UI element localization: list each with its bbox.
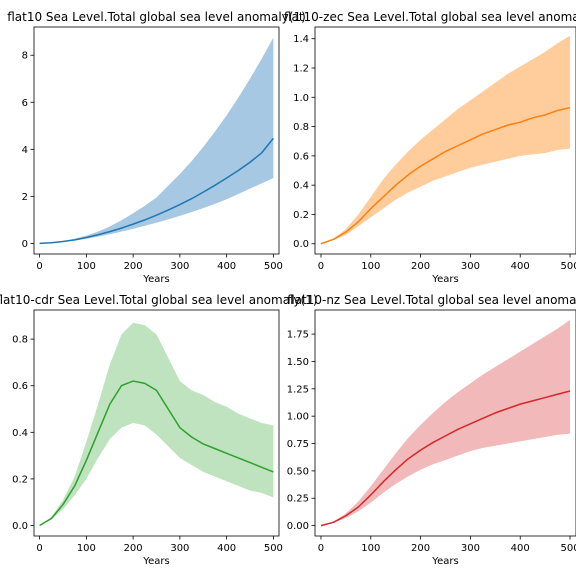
y-tick-label: 2	[22, 192, 28, 203]
axes-frame	[314, 309, 576, 537]
x-tick-label: 0	[318, 543, 324, 554]
y-tick-label: 1.0	[293, 93, 309, 104]
x-tick-label: 0	[318, 261, 324, 272]
x-tick-label: 0	[36, 543, 42, 554]
chart-panel-1: 0 100 200 300 400 500 0 2 4 6 8 Years flat10 Sea Lev…	[7, 10, 306, 285]
axes-frame	[33, 309, 280, 537]
x-tick-label: 300	[170, 543, 189, 554]
x-tick-label: 100	[77, 261, 96, 272]
y-tick-label: 0.4	[293, 181, 309, 192]
chart-title: flat10-zec Sea Level.Total global sea le…	[284, 10, 576, 24]
axes-frame	[314, 26, 576, 255]
y-tick-label: 0.00	[287, 521, 309, 532]
x-axis-label: Years	[142, 556, 169, 567]
y-tick-label: 0.6	[12, 381, 28, 392]
uncertainty-band	[320, 35, 571, 244]
chart-panel-3: 0 100 200 300 400 500 0.0 0.2 0.4 0.6 0.8 Years flat…	[0, 293, 318, 567]
y-tick-label: 0.2	[12, 474, 28, 485]
x-tick-label: 300	[170, 261, 189, 272]
chart-panel-2: 0 100 200 300 400 500 0.0 0.2 0.4 0.6 0.8 1.0 1.2 1.4…	[284, 10, 576, 285]
y-tick-label: 0.75	[287, 439, 309, 450]
x-tick-label: 400	[217, 261, 236, 272]
uncertainty-band	[320, 319, 571, 526]
y-tick-label: 1.50	[287, 357, 309, 368]
x-axis-label: Years	[431, 274, 458, 285]
y-tick-label: 0	[22, 239, 28, 250]
y-tick-label: 0.6	[293, 151, 309, 162]
x-axis-label: Years	[142, 274, 169, 285]
x-tick-label: 100	[361, 261, 380, 272]
uncertainty-band	[39, 37, 274, 244]
mean-line	[39, 380, 274, 527]
y-tick-label: 0.8	[293, 122, 309, 133]
x-tick-label: 100	[361, 543, 380, 554]
chart-panel-4: 0 100 200 300 400 500 0.00 0.25 0.50 0.75 1.00 1.25…	[287, 293, 576, 567]
y-tick-label: 1.75	[287, 330, 309, 341]
y-tick-label: 1.25	[287, 384, 309, 395]
y-tick-label: 0.50	[287, 466, 309, 477]
mean-line	[39, 137, 274, 245]
mean-line	[320, 390, 571, 527]
x-tick-label: 0	[36, 261, 42, 272]
x-tick-label: 200	[411, 543, 430, 554]
chart-title: flat10-cdr Sea Level.Total global sea le…	[0, 293, 318, 307]
y-tick-label: 1.2	[293, 64, 309, 75]
x-axis-label: Years	[431, 556, 458, 567]
y-tick-label: 0.25	[287, 494, 309, 505]
y-tick-label: 0.4	[12, 428, 28, 439]
x-tick-label: 300	[461, 261, 480, 272]
x-tick-label: 400	[217, 543, 236, 554]
y-tick-label: 0.2	[293, 210, 309, 221]
x-tick-label: 100	[77, 543, 96, 554]
y-tick-label: 0.0	[293, 239, 309, 250]
y-tick-label: 8	[22, 51, 28, 62]
x-tick-label: 300	[461, 543, 480, 554]
x-tick-label: 200	[124, 261, 143, 272]
x-tick-label: 500	[560, 261, 576, 272]
y-tick-label: 6	[22, 98, 28, 109]
y-tick-label: 4	[22, 145, 28, 156]
y-tick-label: 1.4	[293, 34, 309, 45]
x-tick-label: 500	[560, 543, 576, 554]
x-tick-label: 400	[511, 261, 530, 272]
x-tick-label: 200	[411, 261, 430, 272]
y-tick-label: 0.0	[12, 521, 28, 532]
uncertainty-band	[39, 322, 274, 526]
y-tick-label: 0.8	[12, 335, 28, 346]
x-tick-label: 500	[264, 261, 283, 272]
mean-line	[320, 106, 571, 245]
chart-title: flat10-nz Sea Level.Total global sea lev…	[287, 293, 576, 307]
x-tick-label: 200	[124, 543, 143, 554]
x-tick-label: 500	[264, 543, 283, 554]
axes-frame	[33, 26, 280, 255]
chart-title: flat10 Sea Level.Total global sea level …	[7, 10, 306, 24]
x-tick-label: 400	[511, 543, 530, 554]
y-tick-label: 1.00	[287, 412, 309, 423]
